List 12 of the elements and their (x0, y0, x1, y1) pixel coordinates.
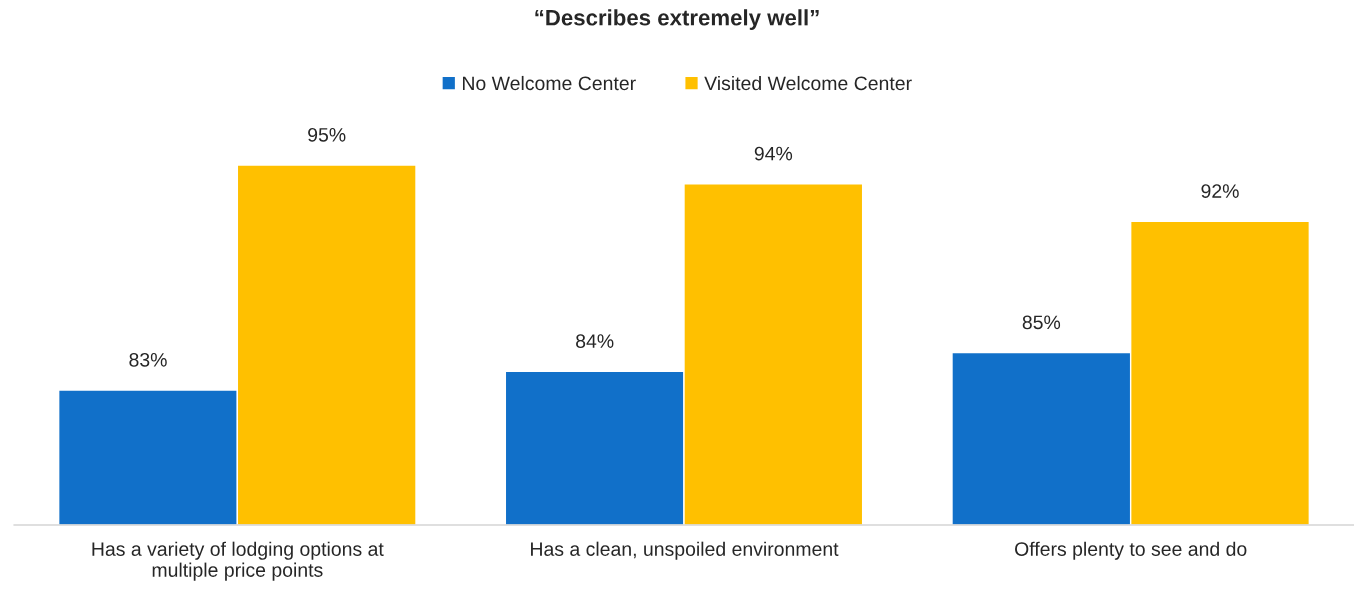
x-tick-label: Offers plenty to see and do (1015, 541, 1247, 560)
data-label: 95% (308, 127, 346, 142)
legend-label: No Welcome Center (463, 75, 636, 91)
x-tick-label: Has a variety of lodging options at multiple price points (92, 541, 384, 581)
data-label: 94% (754, 146, 793, 161)
chart-title: “Describes extremely well” (535, 9, 819, 30)
data-label: 92% (1201, 184, 1239, 198)
x-tick-label: Has a clean, unspoiled environment (531, 541, 839, 560)
legend-label: Visited Welcome Center (704, 75, 912, 91)
data-label: 84% (576, 334, 614, 348)
data-label: 83% (129, 352, 167, 367)
data-label: 85% (1022, 315, 1061, 330)
